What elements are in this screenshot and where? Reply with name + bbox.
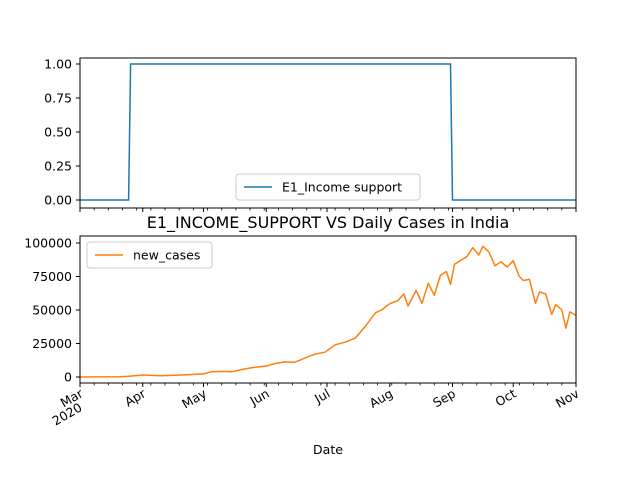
income-support-legend: E1_Income support [235, 173, 421, 201]
new-cases-y-axis: 0 25000 50000 75000 100000 [24, 236, 80, 385]
income-support-y-tick-label: 0.25 [44, 159, 72, 174]
new-cases-y-tick-label: 0 [64, 370, 72, 385]
chart-title: E1_INCOME_SUPPORT VS Daily Cases in Indi… [147, 213, 510, 233]
income-support-subplot: 0.00 0.25 0.50 0.75 1.00 E1_Income support [44, 57, 577, 212]
income-support-y-tick-label: 0.00 [44, 193, 72, 208]
new-cases-legend-box [86, 241, 213, 269]
new-cases-legend: new_cases [86, 241, 213, 269]
income-support-line [80, 63, 576, 201]
x-axis-title: Date [313, 442, 343, 457]
income-support-plot-area [80, 63, 576, 201]
new-cases-plot-area [79, 245, 577, 378]
new-cases-y-tick-label: 25000 [32, 336, 72, 351]
new-cases-line [79, 245, 577, 378]
income-support-y-tick-label: 1.00 [44, 57, 72, 72]
new-cases-legend-label: new_cases [133, 248, 200, 263]
income-support-y-tick-label: 0.50 [44, 125, 72, 140]
new-cases-y-tick-label: 75000 [32, 269, 72, 284]
new-cases-y-tick-label: 50000 [32, 303, 72, 318]
new-cases-x-tick-label: Jul [311, 386, 332, 407]
income-support-legend-label: E1_Income support [282, 180, 402, 195]
income-support-y-tick-label: 0.75 [44, 91, 72, 106]
income-support-y-axis: 0.00 0.25 0.50 0.75 1.00 [44, 57, 80, 208]
new-cases-y-tick-label: 100000 [24, 236, 72, 251]
income-support-legend-box [235, 173, 421, 201]
new-cases-axes-frame [79, 235, 577, 384]
income-support-axes-frame [79, 57, 577, 209]
